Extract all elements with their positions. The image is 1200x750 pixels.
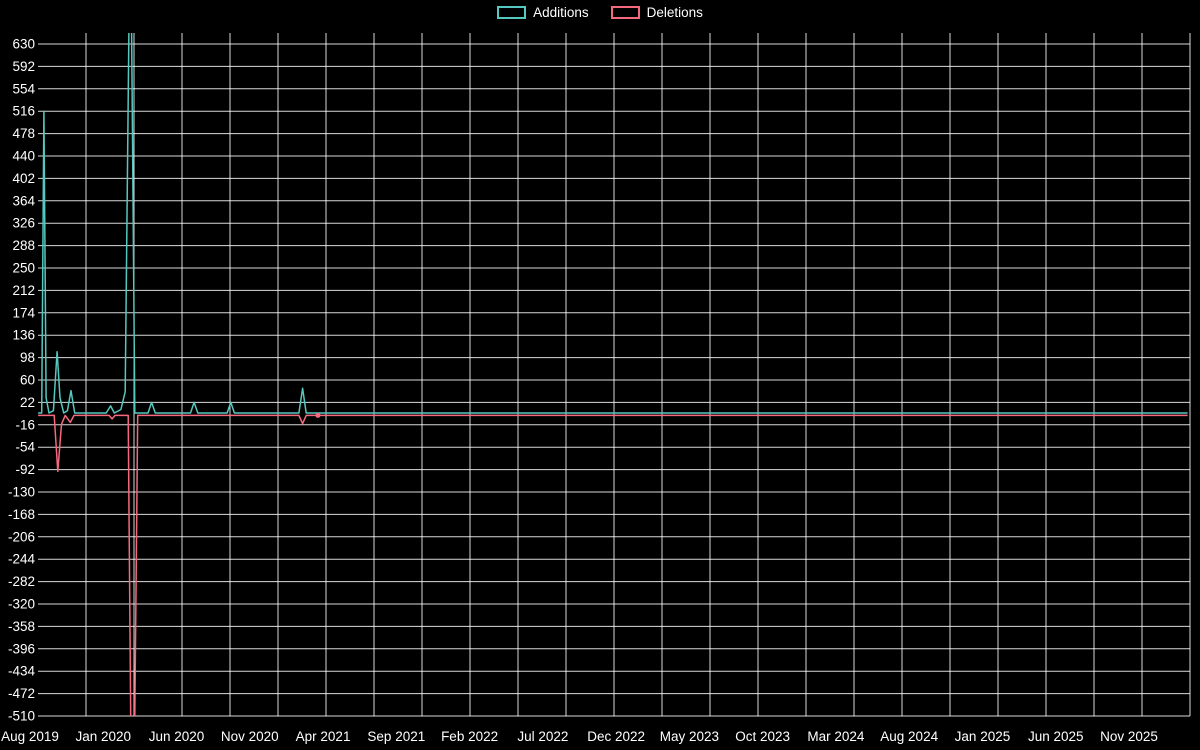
legend-label-additions: Additions xyxy=(533,5,589,20)
y-axis-tick-label: 22 xyxy=(20,395,35,410)
additions-line xyxy=(38,33,1188,414)
y-axis-tick-label: -92 xyxy=(15,462,35,477)
legend-item-additions[interactable]: Additions xyxy=(497,6,589,20)
y-axis-tick-label: 136 xyxy=(12,328,35,343)
y-axis-tick-label: 592 xyxy=(12,59,35,74)
y-axis-tick-label: 98 xyxy=(20,350,35,365)
y-axis-tick-label: -282 xyxy=(8,574,35,589)
x-axis-tick-label: Feb 2022 xyxy=(441,729,498,744)
y-axis-tick-label: -396 xyxy=(8,641,35,656)
additions-swatch xyxy=(497,6,527,20)
y-axis-tick-label: 288 xyxy=(12,238,35,253)
y-axis-tick-label: -168 xyxy=(8,507,35,522)
y-axis-tick-label: -358 xyxy=(8,619,35,634)
y-axis-tick-label: -472 xyxy=(8,686,35,701)
x-axis-tick-label: Aug 2019 xyxy=(1,729,59,744)
x-axis-tick-label: Jan 2020 xyxy=(75,729,131,744)
y-axis-tick-label: -16 xyxy=(15,417,35,432)
x-axis-tick-label: Sep 2021 xyxy=(367,729,425,744)
x-axis-tick-label: Aug 2024 xyxy=(880,729,938,744)
y-axis-tick-label: -244 xyxy=(8,552,36,567)
legend-label-deletions: Deletions xyxy=(646,5,703,20)
x-axis-tick-label: Mar 2024 xyxy=(807,729,865,744)
x-axis-tick-label: Jul 2022 xyxy=(517,729,568,744)
y-axis-tick-label: 326 xyxy=(12,216,35,231)
y-axis-tick-label: 174 xyxy=(12,305,35,320)
y-axis-tick-label: -206 xyxy=(8,529,35,544)
y-axis-tick-label: 364 xyxy=(12,193,35,208)
y-axis-tick-label: -320 xyxy=(8,597,35,612)
deletions-line xyxy=(38,414,1188,716)
chart-legend: Additions Deletions xyxy=(0,6,1200,20)
y-axis-tick-label: -510 xyxy=(8,709,35,724)
deletions-swatch xyxy=(610,6,640,20)
x-axis-tick-label: Oct 2023 xyxy=(735,729,790,744)
x-axis-tick-label: Nov 2020 xyxy=(221,729,279,744)
x-axis-tick-label: Nov 2025 xyxy=(1100,729,1158,744)
y-axis-tick-label: -434 xyxy=(8,664,36,679)
y-axis-tick-label: -54 xyxy=(15,440,35,455)
x-axis-tick-label: May 2023 xyxy=(660,729,719,744)
y-axis-tick-label: 554 xyxy=(12,81,35,96)
y-axis-tick-label: 630 xyxy=(12,37,35,52)
deletions-end-marker xyxy=(315,412,321,418)
y-axis-tick-label: 60 xyxy=(20,373,35,388)
y-axis-tick-label: -130 xyxy=(8,485,35,500)
x-axis-tick-label: Dec 2022 xyxy=(587,729,645,744)
y-axis-tick-label: 440 xyxy=(12,149,35,164)
y-axis-tick-label: 250 xyxy=(12,261,35,276)
y-axis-tick-label: 516 xyxy=(12,104,35,119)
x-axis-tick-label: Jun 2025 xyxy=(1028,729,1084,744)
x-axis-tick-label: Jan 2025 xyxy=(955,729,1011,744)
x-axis-tick-label: Jun 2020 xyxy=(149,729,205,744)
legend-item-deletions[interactable]: Deletions xyxy=(610,5,703,20)
x-axis-tick-label: Apr 2021 xyxy=(296,729,351,744)
y-axis-tick-label: 478 xyxy=(12,126,35,141)
y-axis-tick-label: 402 xyxy=(12,171,35,186)
y-axis-tick-label: 212 xyxy=(12,283,35,298)
